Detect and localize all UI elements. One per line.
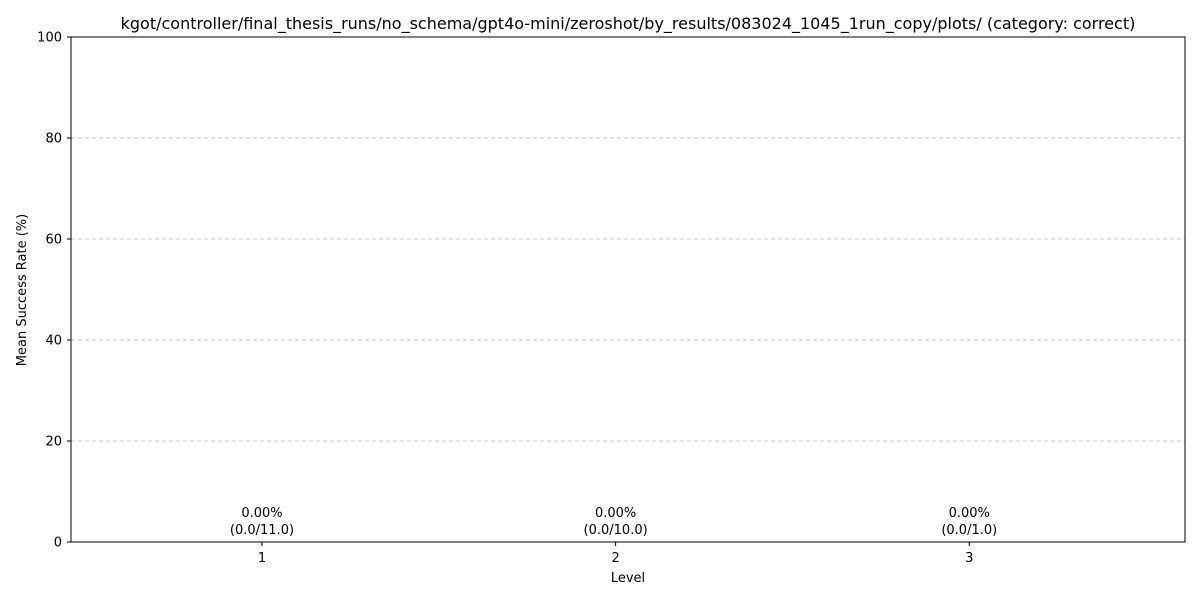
bar-value-fraction: (0.0/11.0) xyxy=(230,523,294,538)
y-tick-label: 20 xyxy=(45,435,62,450)
y-tick-label: 100 xyxy=(37,31,62,46)
x-tick-label: 1 xyxy=(258,551,266,566)
x-axis-ticks: 1 2 3 xyxy=(258,542,973,566)
y-axis-label: Mean Success Rate (%) xyxy=(15,214,30,366)
grid-lines xyxy=(71,137,1185,442)
bar-value-fraction: (0.0/10.0) xyxy=(584,523,648,538)
y-tick-label: 80 xyxy=(45,132,62,147)
y-axis-ticks: 0 20 40 60 80 100 xyxy=(37,31,71,551)
bar-value-labels: 0.00% (0.0/11.0) 0.00% (0.0/10.0) 0.00% (0.0/… xyxy=(230,506,997,538)
y-tick-label: 40 xyxy=(45,334,62,349)
y-tick-label: 60 xyxy=(45,233,62,248)
bar-value-fraction: (0.0/1.0) xyxy=(941,523,997,538)
bar-value-pct: 0.00% xyxy=(241,506,282,521)
y-tick-label: 0 xyxy=(54,536,62,551)
x-axis-label: Level xyxy=(611,571,645,586)
x-tick-label: 2 xyxy=(611,551,619,566)
chart-title: kgot/controller/final_thesis_runs/no_sch… xyxy=(121,14,1136,34)
bar-value-pct: 0.00% xyxy=(595,506,636,521)
plot-frame xyxy=(70,36,1186,543)
bar-value-pct: 0.00% xyxy=(949,506,990,521)
x-tick-label: 3 xyxy=(965,551,973,566)
